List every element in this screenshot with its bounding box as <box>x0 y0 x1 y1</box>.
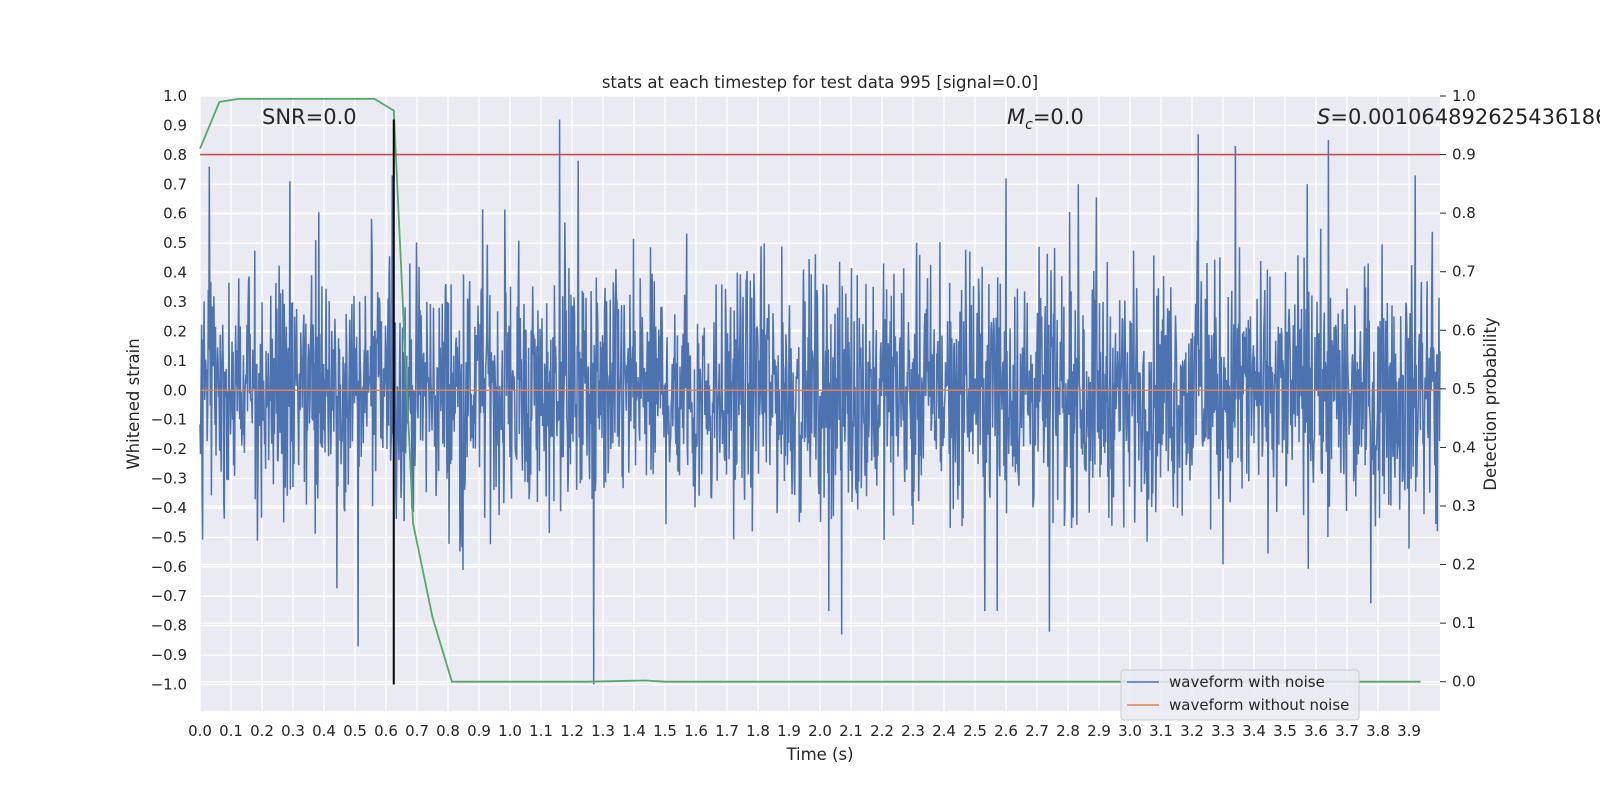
y-tick-label: 0.9 <box>163 116 187 134</box>
x-tick-label: 3.6 <box>1304 722 1328 740</box>
y2-tick-label: 0.9 <box>1452 146 1476 164</box>
y-tick-label: 1.0 <box>163 87 187 105</box>
x-tick-label: 3.1 <box>1149 722 1173 740</box>
y2-tick-label: 0.2 <box>1452 556 1476 574</box>
y2-tick-label: 0.1 <box>1452 614 1476 632</box>
y-tick-label: −0.5 <box>151 528 187 546</box>
x-tick-label: 2.7 <box>1025 722 1049 740</box>
y-tick-label: −0.6 <box>151 558 187 576</box>
x-tick-label: 0.8 <box>436 722 460 740</box>
x-tick-label: 0.0 <box>188 722 212 740</box>
x-tick-label: 2.1 <box>839 722 863 740</box>
y-tick-label: −0.1 <box>151 411 187 429</box>
y2-tick-label: 1.0 <box>1452 87 1476 105</box>
x-tick-label: 1.4 <box>622 722 646 740</box>
waveform-with-noise-line <box>199 119 1441 685</box>
x-tick-label: 3.3 <box>1211 722 1235 740</box>
y-tick-label: 0.1 <box>163 352 187 370</box>
x-tick-label: 1.6 <box>684 722 708 740</box>
x-tick-label: 0.9 <box>467 722 491 740</box>
x-axis-ticks: 0.0 0.1 0.2 0.3 0.4 0.5 0.6 0.7 0.8 0.9 1.0 1.1 1.2 1… <box>188 722 1421 740</box>
x-tick-label: 3.8 <box>1366 722 1390 740</box>
x-tick-label: 2.5 <box>963 722 987 740</box>
x-tick-label: 2.4 <box>932 722 956 740</box>
legend-label-clean: waveform without noise <box>1169 696 1349 714</box>
x-tick-label: 0.7 <box>405 722 429 740</box>
y-tick-label: 0.0 <box>163 381 187 399</box>
y2-tick-label: 0.5 <box>1452 380 1476 398</box>
x-tick-label: 3.4 <box>1242 722 1266 740</box>
x-tick-label: 2.9 <box>1087 722 1111 740</box>
x-tick-label: 2.6 <box>994 722 1018 740</box>
y-tick-label: −0.3 <box>151 470 187 488</box>
x-tick-label: 0.2 <box>250 722 274 740</box>
y-tick-label: 0.7 <box>163 175 187 193</box>
x-tick-label: 1.0 <box>498 722 522 740</box>
series-waveform-with-noise <box>199 119 1441 685</box>
x-tick-label: 2.2 <box>870 722 894 740</box>
y-tick-label: 0.8 <box>163 146 187 164</box>
s-annotation: S=0.001064892625436186 <box>1317 105 1600 129</box>
y2-tick-label: 0.3 <box>1452 497 1476 515</box>
y-tick-label: −0.2 <box>151 440 187 458</box>
y2-tick-label: 0.4 <box>1452 438 1476 456</box>
y-tick-label: −1.0 <box>151 676 187 694</box>
y-tick-label: 0.4 <box>163 264 187 282</box>
x-tick-label: 1.9 <box>777 722 801 740</box>
mc-annotation: Mc=0.0 <box>1007 105 1084 133</box>
y2-axis-label: Detection probability <box>1481 317 1500 491</box>
y2-tick-label: 0.8 <box>1452 204 1476 222</box>
y2-axis-ticks: 1.0 0.9 0.8 0.7 0.6 0.5 0.4 0.3 0.2 0.1 0.0 <box>1440 87 1476 691</box>
x-tick-label: 1.1 <box>529 722 553 740</box>
x-tick-label: 0.1 <box>219 722 243 740</box>
x-tick-label: 1.8 <box>746 722 770 740</box>
x-tick-label: 1.5 <box>653 722 677 740</box>
y2-tick-label: 0.6 <box>1452 321 1476 339</box>
series-detection-probability <box>199 98 1421 683</box>
x-tick-label: 0.3 <box>281 722 305 740</box>
y2-tick-label: 0.7 <box>1452 263 1476 281</box>
y-tick-label: 0.5 <box>163 234 187 252</box>
y-tick-label: 0.3 <box>163 293 187 311</box>
y-axis-label: Whitened strain <box>124 338 143 469</box>
y-tick-label: −0.4 <box>151 499 187 517</box>
y-tick-label: −0.8 <box>151 617 187 635</box>
x-axis-label: Time (s) <box>785 745 853 764</box>
snr-annotation: SNR=0.0 <box>262 105 357 129</box>
y-tick-label: −0.7 <box>151 587 187 605</box>
x-tick-label: 1.3 <box>591 722 615 740</box>
y-tick-label: 0.2 <box>163 322 187 340</box>
x-tick-label: 2.8 <box>1056 722 1080 740</box>
x-tick-label: 3.2 <box>1180 722 1204 740</box>
x-tick-label: 2.0 <box>808 722 832 740</box>
x-tick-label: 1.2 <box>560 722 584 740</box>
x-tick-label: 1.7 <box>715 722 739 740</box>
y2-tick-label: 0.0 <box>1452 673 1476 691</box>
legend-label-noise: waveform with noise <box>1169 673 1325 691</box>
x-tick-label: 3.7 <box>1335 722 1359 740</box>
x-tick-label: 2.3 <box>901 722 925 740</box>
y-tick-label: −0.9 <box>151 646 187 664</box>
legend-box <box>1120 669 1360 721</box>
y-axis-ticks: 1.0 0.9 0.8 0.7 0.6 0.5 0.4 0.3 0.2 0.1 0.0 −0.1 −0.… <box>151 87 187 694</box>
detection-probability-line <box>199 98 1421 683</box>
y-tick-label: 0.6 <box>163 205 187 223</box>
x-tick-label: 0.4 <box>312 722 336 740</box>
x-tick-label: 3.0 <box>1118 722 1142 740</box>
x-tick-label: 0.6 <box>374 722 398 740</box>
legend: waveform with noise waveform without noi… <box>1120 669 1360 721</box>
chart-title: stats at each timestep for test data 995… <box>602 73 1038 92</box>
x-tick-label: 3.9 <box>1397 722 1421 740</box>
x-tick-label: 0.5 <box>343 722 367 740</box>
x-tick-label: 3.5 <box>1273 722 1297 740</box>
